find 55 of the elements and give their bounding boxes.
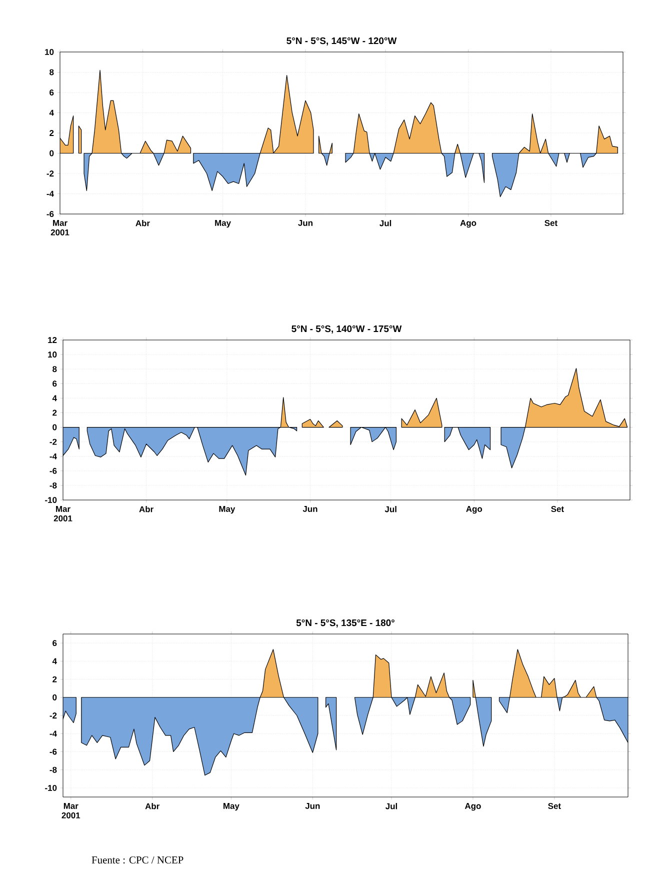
y-tick-label: 8 [52, 366, 57, 372]
y-tick-label: 0 [52, 694, 57, 700]
x-tick-label: Mar 2001 [54, 506, 72, 522]
chart-title: 5°N - 5°S, 140°W - 175°W [292, 325, 402, 334]
y-tick-label: 4 [49, 110, 54, 116]
y-tick-label: 6 [52, 380, 57, 387]
y-tick-label: 10 [48, 352, 57, 358]
y-tick-label: 2 [50, 130, 54, 136]
y-tick-label: 8 [50, 69, 54, 76]
y-tick-label: -2 [50, 438, 57, 445]
y-tick-label: -2 [50, 712, 57, 718]
x-tick-label: Set [551, 506, 564, 512]
y-tick-label: 4 [52, 658, 57, 664]
x-tick-label: Abr [136, 220, 150, 226]
y-tick-label: -8 [50, 766, 57, 773]
x-tick-label: Mar 2001 [50, 220, 70, 236]
x-tick-label: Jun [305, 803, 320, 809]
x-tick-label: May [224, 803, 240, 811]
x-tick-label: Set [548, 803, 561, 810]
y-tick-label: 2 [52, 410, 57, 416]
x-tick-label: Set [544, 220, 558, 226]
y-tick-label: -10 [45, 784, 57, 791]
y-tick-label: -6 [46, 211, 54, 217]
x-tick-label: Jun [298, 220, 312, 226]
chart-title: 5°N - 5°S, 135°E - 180° [296, 619, 394, 628]
y-tick-label: -8 [50, 482, 57, 488]
y-tick-label: -4 [50, 453, 57, 460]
y-tick-label: 4 [52, 395, 57, 402]
y-tick-label: -4 [46, 190, 54, 197]
x-tick-label: Abr [145, 803, 160, 810]
x-tick-label: Mar 2001 [62, 803, 80, 818]
chart-title: 5°N - 5°S, 145°W - 120°W [286, 37, 397, 46]
x-tick-label: Ago [464, 803, 481, 811]
y-tick-label: -6 [50, 468, 57, 474]
x-tick-label: Jul [384, 506, 396, 512]
y-tick-label: 10 [45, 49, 54, 55]
y-tick-label: 2 [52, 676, 57, 682]
x-tick-label: Abr [139, 506, 154, 512]
x-tick-label: May [219, 506, 236, 514]
y-tick-label: 6 [50, 90, 54, 96]
y-tick-label: -4 [50, 730, 57, 737]
x-tick-label: Ago [460, 220, 476, 228]
x-tick-label: Jul [386, 803, 398, 810]
y-tick-label: -6 [50, 748, 57, 755]
x-tick-label: Jul [380, 220, 392, 226]
source-note: Fuente : CPC / NCEP [92, 856, 184, 864]
x-tick-label: Ago [466, 506, 482, 514]
y-tick-label: 6 [52, 640, 57, 646]
y-tick-label: -10 [45, 497, 57, 503]
y-tick-label: 0 [50, 150, 54, 156]
y-tick-label: 0 [52, 424, 57, 430]
x-tick-label: May [215, 220, 231, 228]
y-tick-label: -2 [46, 170, 54, 176]
y-tick-label: 12 [48, 337, 57, 343]
x-tick-label: Jun [302, 506, 318, 512]
